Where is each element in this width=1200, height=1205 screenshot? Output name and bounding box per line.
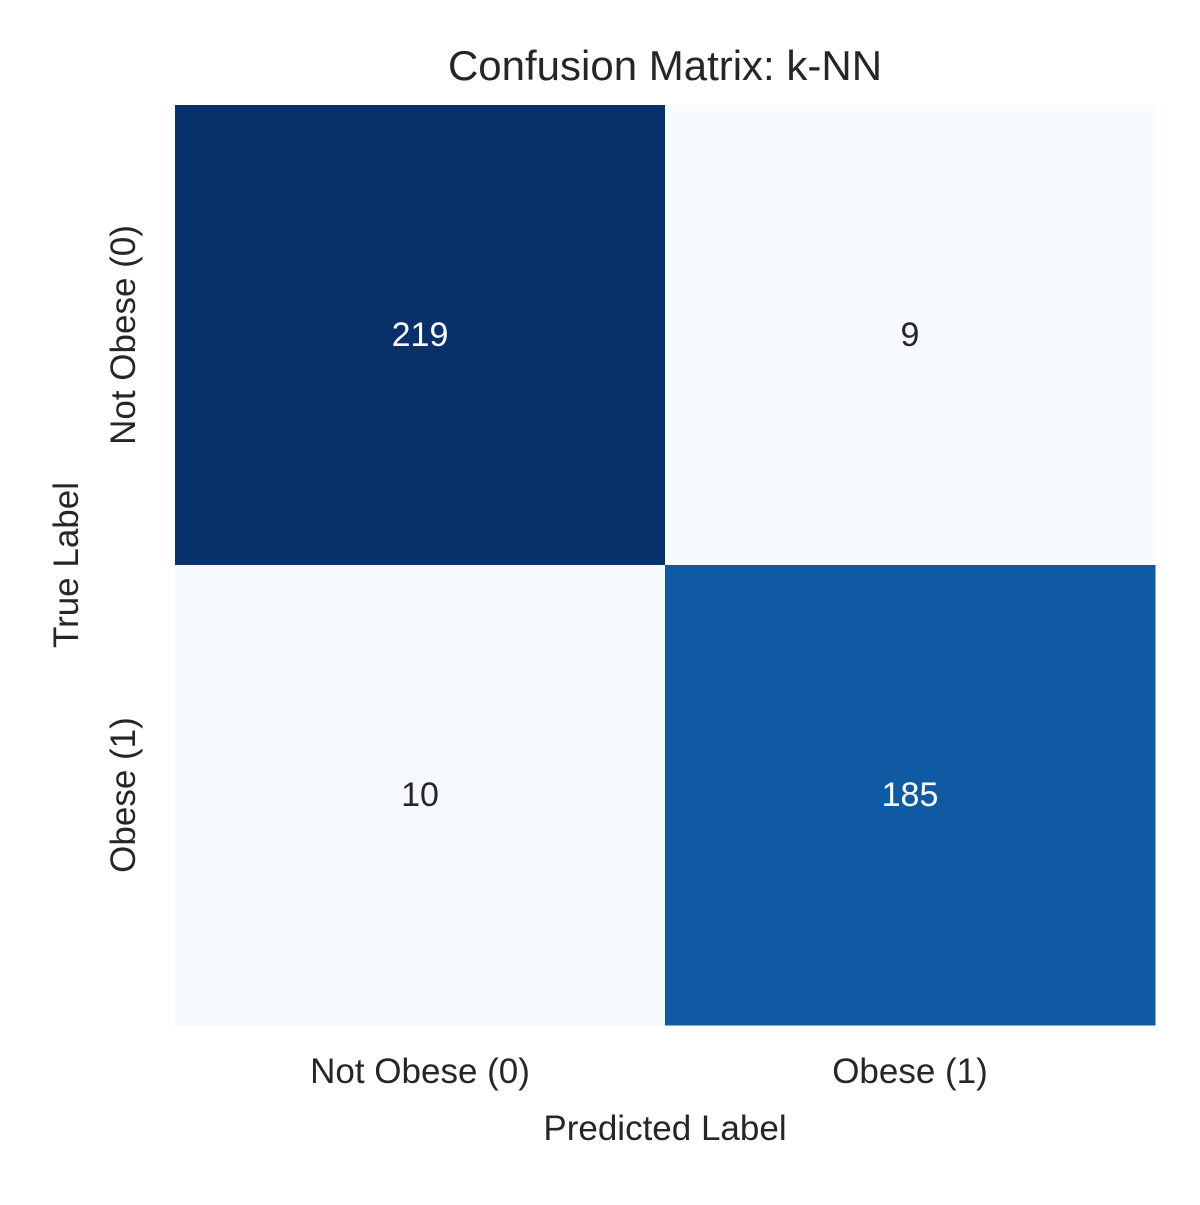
x-tick-label: Obese (1): [832, 1052, 988, 1091]
x-tick-labels: Not Obese (0) Obese (1): [310, 1052, 988, 1091]
chart-title: Confusion Matrix: k-NN: [448, 42, 882, 89]
heatmap-cell-r1-c1: [665, 565, 1156, 1026]
cell-value-label-r1-c1: 185: [882, 776, 939, 814]
x-axis-label: Predicted Label: [543, 1109, 786, 1148]
cell-value-label-r0-c1: 9: [901, 316, 920, 354]
heatmap-cell-r0-c0: [175, 105, 666, 566]
y-tick-labels: Not Obese (0) Obese (1): [104, 225, 143, 873]
heatmap-cell-labels: 219 9 10 185: [392, 316, 939, 814]
x-tick-label: Not Obese (0): [310, 1052, 530, 1091]
heatmap-cells: [175, 105, 1156, 1026]
y-tick-label: Obese (1): [104, 717, 143, 873]
cell-value-label-r0-c0: 219: [392, 316, 449, 354]
y-axis-label: True Label: [47, 482, 86, 648]
cell-value-label-r1-c0: 10: [401, 776, 439, 814]
y-tick-label: Not Obese (0): [104, 225, 143, 445]
heatmap-cell-r1-c0: [175, 565, 666, 1026]
heatmap-cell-r0-c1: [665, 105, 1156, 566]
